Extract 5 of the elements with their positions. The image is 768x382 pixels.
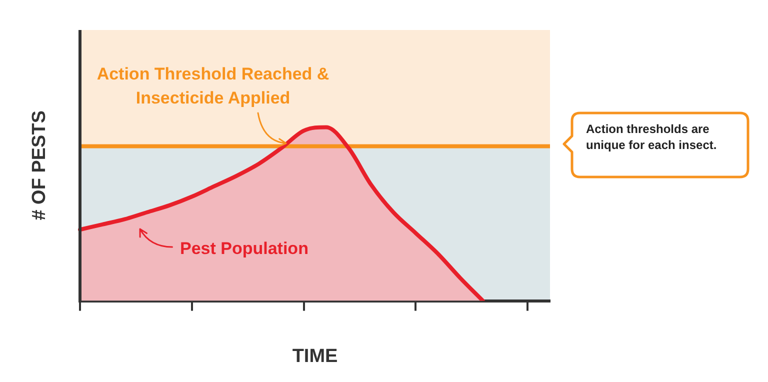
x-axis-title: TIME <box>292 346 338 367</box>
text: Action thresholds are unique for each insect. <box>586 121 718 154</box>
legend-label: Pest Population <box>180 238 308 258</box>
y-axis-title: # OF PESTS <box>29 110 50 220</box>
text: Action Threshold Reached & Insecticide Applied <box>96 64 330 108</box>
